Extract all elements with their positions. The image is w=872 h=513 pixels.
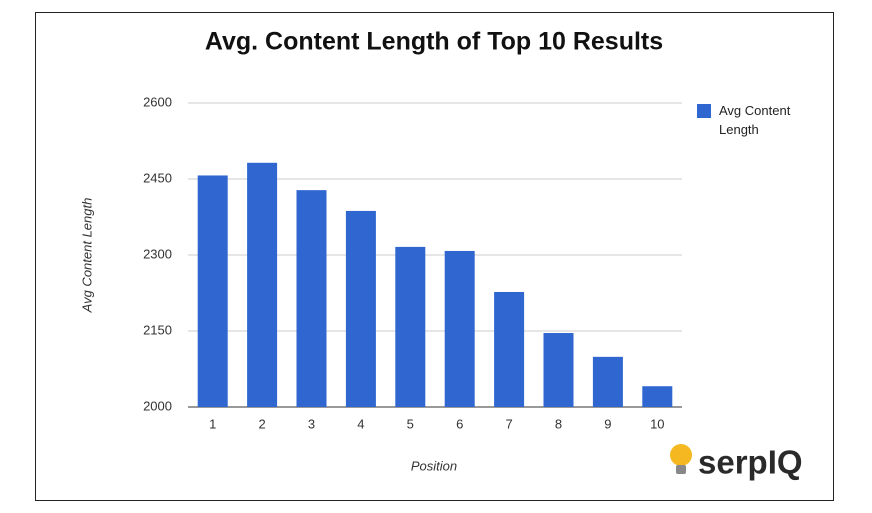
bar xyxy=(543,333,574,407)
x-tick-label: 3 xyxy=(308,416,315,431)
x-tick-label: 9 xyxy=(604,416,611,431)
y-tick-label: 2450 xyxy=(143,170,172,185)
legend-swatch xyxy=(697,104,711,118)
legend-label: Avg Content Length xyxy=(719,103,791,137)
x-tick-label: 10 xyxy=(650,416,664,431)
logo-text: serpIQ xyxy=(698,444,803,481)
bar xyxy=(296,190,327,407)
bar xyxy=(494,291,525,407)
bar xyxy=(247,162,278,407)
bar xyxy=(197,175,228,407)
y-tick-label: 2000 xyxy=(143,398,172,413)
x-tick-label: 6 xyxy=(456,416,463,431)
x-tick-label: 8 xyxy=(555,416,562,431)
y-tick-label: 2150 xyxy=(143,322,172,337)
y-tick-label: 2300 xyxy=(143,246,172,261)
logo-icon xyxy=(670,444,692,474)
x-axis-label: Position xyxy=(411,458,457,473)
y-axis-label: Avg Content Length xyxy=(79,198,94,314)
chart-title: Avg. Content Length of Top 10 Results xyxy=(205,28,663,56)
frame xyxy=(35,12,834,501)
x-tick-label: 2 xyxy=(258,416,265,431)
x-tick-label: 5 xyxy=(407,416,414,431)
x-tick-label: 1 xyxy=(209,416,216,431)
y-tick-label: 2600 xyxy=(143,94,172,109)
bar xyxy=(642,386,673,407)
bar xyxy=(345,210,376,407)
bar xyxy=(444,250,475,407)
x-tick-label: 4 xyxy=(357,416,364,431)
bar xyxy=(395,246,426,407)
bar xyxy=(592,356,623,407)
x-tick-label: 7 xyxy=(505,416,512,431)
